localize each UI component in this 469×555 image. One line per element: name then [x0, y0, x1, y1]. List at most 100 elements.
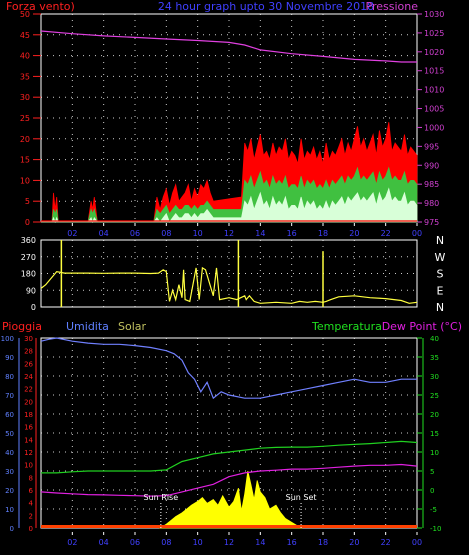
- pressure-axis: 975 980 985 990 995 1000 1005 1010 1015 1020 1025 1…: [417, 10, 444, 227]
- compass-label: N: [436, 234, 444, 247]
- humidity-tick-label: 28: [24, 348, 33, 356]
- time-tick-label: 18: [318, 229, 328, 238]
- pressure-tick-label: 1005: [424, 105, 444, 114]
- temperature-tick-label: 20: [430, 411, 439, 419]
- time-tick-label: 04: [99, 229, 109, 238]
- pressure-axis-title: Pressione: [366, 0, 419, 13]
- humidity-tick-label: 22: [24, 386, 33, 394]
- time-tick-label: 14: [255, 538, 265, 547]
- temperature-axis-title: Temperatura: [311, 320, 382, 333]
- wind-speed-tick-label: 40: [20, 52, 30, 61]
- humidity-tick-label: 10: [24, 462, 33, 470]
- rain-tick-label: 40: [5, 449, 14, 457]
- rain-tick-label: 10: [5, 506, 14, 514]
- solar-legend: Solar: [118, 320, 147, 333]
- humidity-line: [40, 337, 417, 400]
- time-tick-label: 16: [287, 538, 297, 547]
- pressure-tick-label: 1020: [424, 48, 444, 57]
- time-tick-label: 16: [287, 229, 297, 238]
- pressure-tick-label: 985: [424, 180, 439, 189]
- temperature-line: [41, 440, 418, 474]
- temperature-axis: -10 -5 0 5 10 15 20 25 30 35 40: [417, 335, 441, 533]
- pressure-tick-label: 975: [424, 218, 439, 227]
- pressure-tick-label: 1025: [424, 29, 444, 38]
- time-tick-label: 06: [130, 538, 140, 547]
- wind-axis-title: Forza vento): [6, 0, 75, 13]
- compass-label: E: [437, 284, 444, 297]
- wind-series: [40, 30, 418, 224]
- temperature-panel-frame: [40, 337, 418, 529]
- time-tick-label: 00: [412, 229, 422, 238]
- temperature-tick-label: 5: [430, 468, 434, 476]
- wind-speed-tick-label: 10: [20, 176, 30, 185]
- wind-speed-tick-label: 25: [20, 114, 30, 123]
- pressure-tick-label: 1000: [424, 123, 444, 132]
- temperature-tick-label: 40: [430, 335, 439, 343]
- humidity-tick-label: 12: [24, 449, 33, 457]
- wind-speed-tick-label: 5: [25, 197, 30, 206]
- sun-marker-label: Sun Rise: [144, 493, 179, 502]
- temperature-tick-label: -5: [430, 506, 437, 514]
- rain-tick-label: 0: [10, 525, 14, 533]
- time-tick-label: 02: [67, 229, 77, 238]
- direction-degree-label: 180: [21, 270, 36, 279]
- time-tick-label: 10: [193, 538, 203, 547]
- time-tick-label: 12: [224, 538, 234, 547]
- sun-marker-label: Sun Set: [286, 493, 317, 502]
- wind-direction-line: [40, 266, 418, 304]
- humidity-tick-label: 30: [24, 335, 33, 343]
- solar-area: [158, 470, 303, 529]
- direction-degree-axis: 0 90 180 270 360: [21, 236, 36, 312]
- rain-tick-label: 80: [5, 373, 14, 381]
- compass-label: W: [435, 251, 446, 264]
- time-tick-label: 06: [130, 229, 140, 238]
- temperature-tick-label: 30: [430, 373, 439, 381]
- time-tick-label: 22: [381, 538, 391, 547]
- compass-label: N: [436, 301, 444, 314]
- rain-tick-label: 60: [5, 411, 14, 419]
- wind-time-axis: 02 04 06 08 10 12 14 16 18 20 22 00: [67, 223, 422, 238]
- wind-speed-axis: 0 5 10 15 20 25 30 35 40 45 50: [20, 10, 41, 227]
- temperature-time-axis: 02 04 06 08 10 12 14 16 18 20 22 00: [67, 532, 422, 547]
- time-tick-label: 18: [318, 538, 328, 547]
- wind-speed-tick-label: 50: [20, 10, 30, 19]
- time-tick-label: 20: [349, 538, 359, 547]
- pressure-tick-label: 990: [424, 161, 439, 170]
- dewpoint-line: [40, 463, 418, 497]
- dewpoint-axis-title: Dew Point (°C): [382, 320, 462, 333]
- time-tick-label: 22: [381, 229, 391, 238]
- wind-speed-tick-label: 30: [20, 93, 30, 102]
- time-tick-label: 12: [224, 229, 234, 238]
- humidity-tick-label: 18: [24, 411, 33, 419]
- humidity-tick-label: 14: [24, 436, 33, 444]
- pressure-line: [40, 30, 417, 63]
- direction-series: [40, 240, 418, 307]
- time-tick-label: 14: [255, 229, 265, 238]
- temperature-series: Sun Rise Sun Set: [40, 337, 418, 529]
- wind-speed-tick-label: 45: [20, 31, 30, 40]
- temperature-tick-label: 0: [430, 487, 434, 495]
- rain-axis-title: Pioggia: [2, 320, 42, 333]
- rain-tick-label: 70: [5, 392, 14, 400]
- humidity-tick-label: 20: [24, 398, 33, 406]
- rain-tick-label: 30: [5, 468, 14, 476]
- rain-tick-label: 20: [5, 487, 14, 495]
- rain-axis: 0 10 20 30 40 50 60 70 80 90 100: [1, 335, 20, 533]
- pressure-tick-label: 1030: [424, 10, 444, 19]
- temperature-tick-label: -10: [430, 525, 441, 533]
- humidity-tick-label: 16: [24, 424, 33, 432]
- temperature-tick-label: 25: [430, 392, 439, 400]
- pressure-tick-label: 995: [424, 142, 439, 151]
- direction-degree-label: 90: [26, 286, 36, 295]
- humidity-tick-label: 0: [29, 525, 33, 533]
- time-tick-label: 08: [161, 229, 171, 238]
- wind-minimum-area: [41, 187, 418, 224]
- direction-degree-label: 270: [21, 253, 36, 262]
- humidity-tick-label: 8: [29, 474, 33, 482]
- humidity-tick-label: 6: [29, 487, 34, 495]
- compass-label: S: [437, 268, 444, 281]
- temperature-tick-label: 15: [430, 430, 439, 438]
- pressure-tick-label: 1010: [424, 86, 444, 95]
- wind-speed-tick-label: 20: [20, 135, 30, 144]
